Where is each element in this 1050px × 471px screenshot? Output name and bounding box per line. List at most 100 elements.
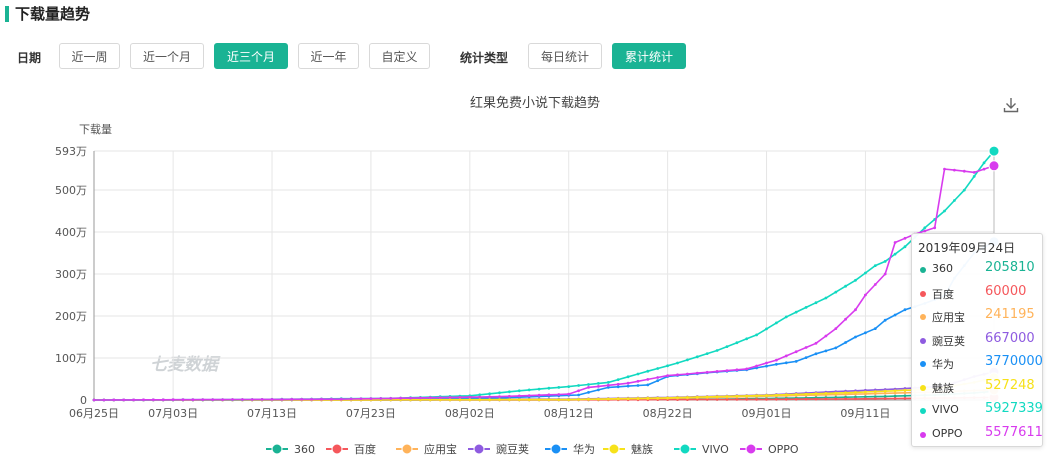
tooltip-value: 3770000	[985, 354, 1043, 369]
stat-type-cumulative[interactable]: 累计统计	[612, 43, 686, 69]
data-point	[705, 398, 709, 401]
tooltip-dot	[920, 361, 926, 367]
data-point	[903, 397, 907, 400]
data-point	[735, 394, 739, 398]
data-point	[864, 390, 867, 394]
data-point	[92, 398, 96, 402]
tooltip-dot	[920, 337, 926, 344]
date-option-custom[interactable]: 自定义	[369, 43, 430, 69]
legend-item[interactable]: 华为	[545, 442, 595, 456]
legend-item[interactable]: 360	[266, 443, 315, 456]
legend-label: 360	[294, 443, 315, 456]
data-point	[873, 264, 877, 267]
tooltip-value: 527248	[985, 377, 1035, 393]
date-option-month[interactable]: 近一个月	[130, 43, 204, 69]
date-option-3months[interactable]: 近三个月	[214, 43, 288, 69]
date-option-year[interactable]: 近一年	[298, 43, 359, 69]
tooltip-value: 5927339	[985, 401, 1043, 416]
data-point	[399, 396, 402, 400]
data-point	[755, 398, 758, 401]
data-point	[626, 397, 630, 400]
data-point	[330, 397, 333, 401]
tooltip-dot	[920, 408, 926, 414]
tooltip-dot	[920, 431, 926, 438]
tooltip-row: OPPO 5577611	[918, 424, 1043, 448]
legend-item[interactable]: OPPO	[740, 443, 799, 456]
data-point	[844, 391, 847, 395]
data-point	[794, 360, 798, 363]
legend-item[interactable]: 百度	[326, 442, 376, 456]
data-point	[359, 397, 363, 401]
data-point	[745, 394, 749, 398]
tooltip-row: 魅族 527248	[918, 377, 1036, 401]
series-OPPO	[92, 160, 1000, 402]
data-point	[873, 392, 877, 395]
data-point	[656, 367, 660, 370]
data-point	[775, 358, 778, 362]
data-point	[567, 398, 571, 401]
data-point	[498, 395, 501, 398]
data-point	[132, 398, 136, 402]
data-point	[320, 397, 323, 401]
data-point	[854, 397, 857, 401]
legend-item[interactable]: 豌豆荚	[468, 442, 529, 456]
data-point	[636, 379, 640, 383]
data-point	[626, 375, 630, 379]
data-point	[962, 169, 966, 173]
data-point	[419, 396, 422, 400]
data-point	[883, 397, 887, 400]
legend-item[interactable]: VIVO	[674, 443, 729, 456]
watermark: 七麦数据	[150, 355, 221, 375]
data-point	[517, 389, 521, 393]
download-icon[interactable]	[1003, 97, 1019, 113]
data-point	[260, 398, 264, 401]
data-point	[933, 226, 937, 230]
data-point	[804, 356, 808, 359]
data-point	[428, 398, 432, 402]
series-line	[94, 165, 995, 401]
data-point	[478, 393, 482, 397]
data-point	[765, 394, 768, 397]
data-point	[686, 396, 689, 399]
data-point	[448, 398, 452, 402]
data-point	[547, 393, 551, 397]
data-point	[824, 397, 828, 401]
data-point	[972, 171, 976, 174]
stat-type-daily[interactable]: 每日统计	[528, 43, 602, 69]
data-point	[893, 241, 897, 244]
data-point	[745, 367, 749, 371]
y-tick-label: 100万	[55, 352, 87, 365]
date-option-week[interactable]: 近一周	[59, 43, 120, 69]
data-point	[349, 397, 353, 401]
page-header: 下载量趋势	[0, 0, 1050, 26]
data-point	[765, 398, 768, 401]
data-point	[597, 385, 600, 388]
data-point	[705, 395, 709, 399]
x-tick-label: 08月12日	[544, 407, 594, 420]
data-point	[577, 398, 580, 401]
legend-item[interactable]: 应用宝	[396, 442, 457, 456]
data-point	[893, 389, 897, 393]
tooltip-row: VIVO 5927339	[918, 400, 1043, 424]
data-point	[577, 393, 580, 397]
tooltip-row: 百度 60000	[918, 283, 1036, 307]
data-point	[844, 341, 847, 344]
data-point	[211, 398, 215, 401]
data-point	[814, 392, 818, 396]
data-point	[903, 391, 907, 395]
legend-item[interactable]: 魅族	[603, 442, 653, 456]
tooltip-value: 667000	[985, 330, 1035, 346]
legend-swatch-dot	[401, 443, 413, 455]
data-point	[636, 384, 640, 387]
legend-swatch-dot	[473, 443, 485, 455]
data-point	[527, 394, 531, 397]
data-point	[161, 398, 165, 402]
x-tick-label: 09月11日	[840, 407, 890, 420]
data-point	[478, 395, 482, 399]
legend-label: 豌豆荚	[496, 442, 529, 456]
legend-label: 华为	[573, 442, 595, 456]
data-point	[250, 398, 254, 401]
data-point	[606, 383, 610, 387]
data-point	[735, 368, 739, 372]
data-point	[794, 397, 798, 401]
